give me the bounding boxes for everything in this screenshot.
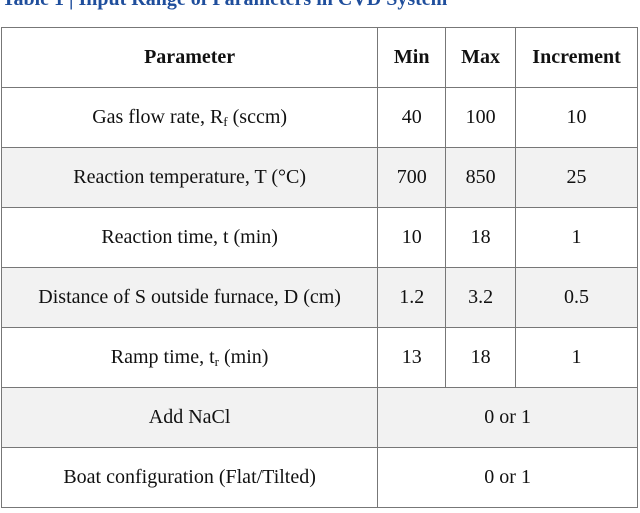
label-text: Boat configuration (Flat/Tilted): [63, 466, 316, 488]
subscript: r: [214, 354, 220, 369]
header-cell: Increment: [515, 27, 638, 88]
value-cell: 40: [377, 87, 447, 148]
value-cell: 13: [377, 327, 447, 388]
value-cell: 850: [445, 147, 517, 208]
parameter-cell: Ramp time, tr (min): [0, 327, 379, 388]
value-cell: 0.5: [515, 267, 638, 328]
value-cell: 25: [515, 147, 638, 208]
value-cell: 18: [445, 207, 517, 268]
label-text: (min): [219, 346, 269, 368]
table-row: Reaction temperature, T (°C) 700 850 25: [0, 147, 638, 208]
table-row: Reaction time, t (min) 10 18 1: [0, 207, 638, 268]
table-row: Distance of S outside furnace, D (cm) 1.2…: [0, 267, 638, 328]
value-cell: 10: [377, 207, 447, 268]
parameter-table: Parameter Min Max Increment Gas flow rate, …: [0, 27, 638, 508]
value-cell: 18: [445, 327, 517, 388]
table-row: Gas flow rate, Rf (sccm) 40 100 10: [0, 87, 638, 148]
parameter-cell: Reaction temperature, T (°C): [0, 147, 379, 208]
subscript: f: [223, 114, 228, 129]
table-row: Boat configuration (Flat/Tilted) 0 or 1: [0, 447, 638, 508]
parameter-cell: Distance of S outside furnace, D (cm): [0, 267, 379, 328]
label-text: Reaction time, t (min): [101, 226, 278, 248]
value-cell: 0 or 1: [377, 387, 638, 448]
header-cell: Max: [445, 27, 517, 88]
parameter-cell: Gas flow rate, Rf (sccm): [0, 87, 379, 148]
value-cell: 700: [377, 147, 447, 208]
header-cell: Min: [377, 27, 447, 88]
parameter-cell: Reaction time, t (min): [0, 207, 379, 268]
label-text: (sccm): [227, 106, 288, 128]
header-cell: Parameter: [0, 27, 379, 88]
header-row: Parameter Min Max Increment: [0, 27, 638, 88]
value-cell: 0 or 1: [377, 447, 638, 508]
value-cell: 1: [515, 207, 638, 268]
label-text: Add NaCl: [148, 406, 231, 428]
table-title: Table 1 | Input Range of Parameters in C…: [2, 0, 447, 11]
table-row: Ramp time, tr (min) 13 18 1: [0, 327, 638, 388]
label-text: Reaction temperature, T (°C): [73, 166, 306, 188]
table-row: Add NaCl 0 or 1: [0, 387, 638, 448]
label-text: Ramp time, t: [110, 346, 215, 368]
label-text: Gas flow rate, R: [92, 106, 224, 128]
parameter-cell: Boat configuration (Flat/Tilted): [0, 447, 379, 508]
value-cell: 100: [445, 87, 517, 148]
value-cell: 1.2: [377, 267, 447, 328]
value-cell: 3.2: [445, 267, 517, 328]
value-cell: 10: [515, 87, 638, 148]
value-cell: 1: [515, 327, 638, 388]
parameter-cell: Add NaCl: [0, 387, 379, 448]
label-text: Distance of S outside furnace, D (cm): [38, 286, 341, 308]
